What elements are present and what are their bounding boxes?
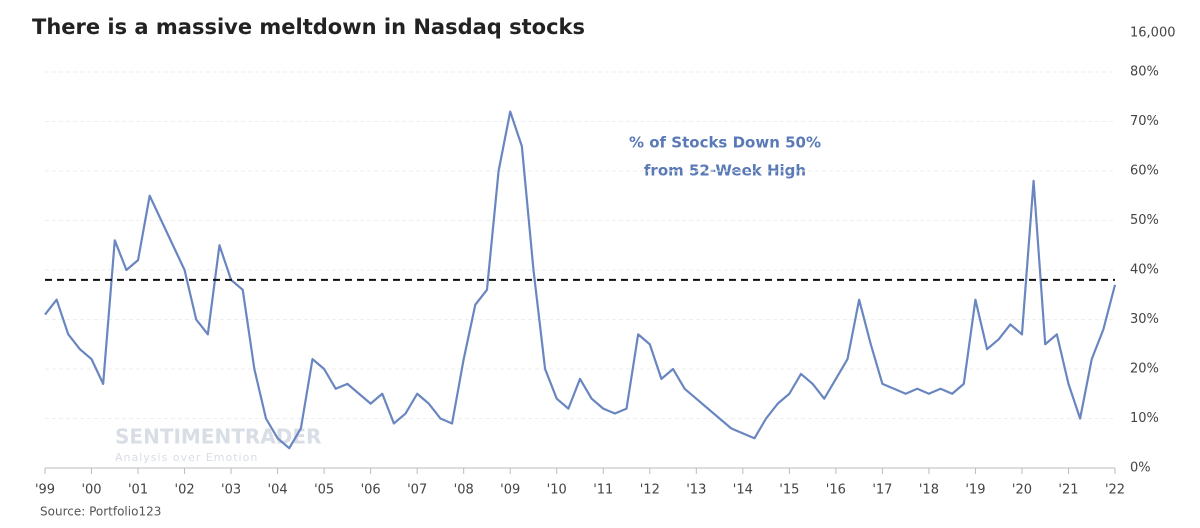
x-tick-label: '17 bbox=[872, 483, 892, 498]
x-tick-label: '03 bbox=[221, 483, 241, 498]
x-tick-label: '00 bbox=[81, 483, 101, 498]
y-tick-label: 40% bbox=[1130, 263, 1159, 278]
x-tick-label: '04 bbox=[268, 483, 288, 498]
x-tick-label: '21 bbox=[1058, 483, 1078, 498]
x-tick-label: '18 bbox=[919, 483, 939, 498]
y-tick-label: 10% bbox=[1130, 411, 1159, 426]
y-tick-label: 70% bbox=[1130, 114, 1159, 129]
x-tick-label: '10 bbox=[547, 483, 567, 498]
x-tick-label: '05 bbox=[314, 483, 334, 498]
x-tick-label: '08 bbox=[454, 483, 474, 498]
chart-title: There is a massive meltdown in Nasdaq st… bbox=[32, 15, 585, 39]
x-tick-label: '07 bbox=[407, 483, 427, 498]
x-tick-label: '99 bbox=[35, 483, 55, 498]
y-tick-label: 0% bbox=[1130, 461, 1151, 476]
x-tick-label: '20 bbox=[1012, 483, 1032, 498]
x-tick-label: '02 bbox=[175, 483, 195, 498]
source: Source: Portfolio123 bbox=[40, 505, 161, 519]
y-tick-label: 80% bbox=[1130, 65, 1159, 80]
x-tick-label: '16 bbox=[826, 483, 846, 498]
x-tick-label: '14 bbox=[733, 483, 753, 498]
x-tick-label: '12 bbox=[640, 483, 660, 498]
x-tick-label: '09 bbox=[500, 483, 520, 498]
series-line bbox=[44, 110, 1117, 450]
y-tick-label: 20% bbox=[1130, 362, 1159, 377]
x-tick-label: '22 bbox=[1105, 483, 1125, 498]
y-tick-label: 60% bbox=[1130, 164, 1159, 179]
x-tick-label: '01 bbox=[128, 483, 148, 498]
y-tick-label: 30% bbox=[1130, 312, 1159, 327]
x-tick-label: '19 bbox=[965, 483, 985, 498]
annotation: % of Stocks Down 50% bbox=[629, 134, 821, 152]
y2-tick-label: 16,000 bbox=[1130, 26, 1176, 41]
y-tick-label: 50% bbox=[1130, 213, 1159, 228]
watermark: SENTIMENTRADER bbox=[115, 425, 321, 449]
watermark-sub: Analysis over Emotion bbox=[115, 451, 258, 464]
x-tick-label: '06 bbox=[361, 483, 381, 498]
x-tick-label: '15 bbox=[779, 483, 799, 498]
x-tick-label: '13 bbox=[686, 483, 706, 498]
x-tick-label: '11 bbox=[593, 483, 613, 498]
